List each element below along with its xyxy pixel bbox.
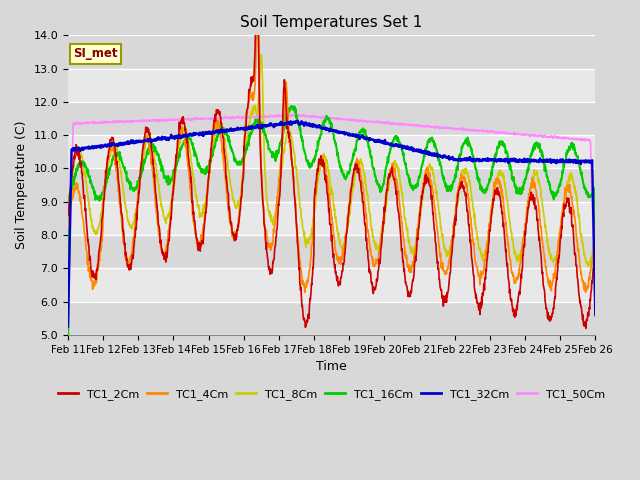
- Title: Soil Temperatures Set 1: Soil Temperatures Set 1: [241, 15, 423, 30]
- Y-axis label: Soil Temperature (C): Soil Temperature (C): [15, 121, 28, 250]
- Bar: [68, 102, 595, 135]
- Bar: [68, 301, 595, 335]
- Bar: [68, 36, 595, 69]
- Bar: [68, 168, 595, 202]
- Text: SI_met: SI_met: [74, 48, 118, 60]
- Bar: [68, 235, 595, 268]
- X-axis label: Time: Time: [316, 360, 347, 373]
- Legend: TC1_2Cm, TC1_4Cm, TC1_8Cm, TC1_16Cm, TC1_32Cm, TC1_50Cm: TC1_2Cm, TC1_4Cm, TC1_8Cm, TC1_16Cm, TC1…: [54, 384, 609, 404]
